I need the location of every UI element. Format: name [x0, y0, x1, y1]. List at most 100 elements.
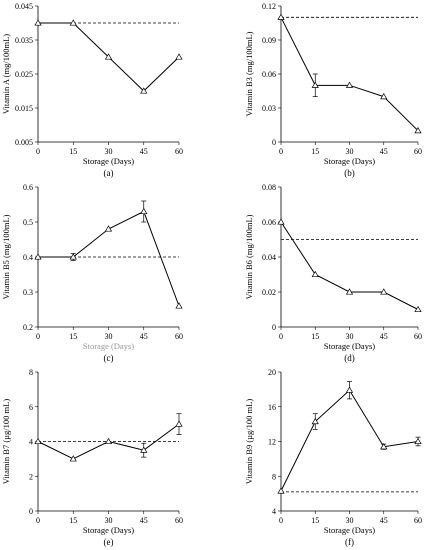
x-axis-label: Storage (Days)	[83, 341, 134, 351]
y-tick-label: 0.12	[262, 2, 276, 11]
data-point-marker	[34, 253, 42, 260]
data-point-marker	[34, 437, 42, 445]
x-axis-label: Storage (Days)	[324, 525, 375, 535]
x-tick-label: 30	[105, 147, 113, 156]
data-point-marker	[140, 207, 148, 215]
data-point-marker	[311, 417, 319, 425]
x-axis-label: Storage (Days)	[83, 156, 134, 166]
y-tick-label: 0.015	[15, 104, 33, 113]
x-tick-label: 45	[380, 516, 388, 525]
x-tick-label: 0	[279, 516, 283, 525]
data-point-marker	[345, 81, 354, 88]
y-axis-label: Vitamin B9 (µg/100 mL)	[244, 399, 254, 485]
data-point-marker	[175, 53, 183, 60]
x-tick-label: 0	[279, 147, 283, 156]
panel-label: (e)	[104, 537, 114, 547]
y-tick-label: 0.06	[262, 218, 276, 227]
x-tick-label: 60	[414, 332, 422, 341]
x-tick-label: 0	[36, 516, 40, 525]
x-tick-label: 60	[175, 332, 183, 341]
x-tick-label: 30	[346, 147, 354, 156]
data-point-marker	[69, 455, 77, 462]
x-axis-label: Storage (Days)	[324, 156, 375, 166]
data-point-marker	[104, 437, 113, 445]
data-point-marker	[414, 126, 422, 134]
y-tick-label: 4	[272, 507, 276, 516]
data-point-marker	[104, 53, 113, 60]
x-tick-label: 30	[346, 332, 354, 341]
y-tick-label: 0.005	[15, 138, 33, 147]
x-tick-label: 15	[311, 147, 319, 156]
y-tick-label: 8	[29, 368, 33, 377]
x-axis-label: Storage (Days)	[83, 525, 134, 535]
y-tick-label: 0	[272, 138, 276, 147]
y-tick-label: 0.035	[15, 36, 33, 45]
x-tick-label: 60	[414, 147, 422, 156]
x-tick-label: 0	[36, 332, 40, 341]
data-point-marker	[140, 87, 148, 94]
chart-panel-2: 0 0.03 0.06 0.09 0.12 0 15 30 45 60 Storage (Days)…	[244, 2, 422, 178]
data-point-marker	[311, 270, 319, 278]
y-tick-label: 0.5	[23, 218, 33, 227]
x-tick-label: 60	[175, 147, 183, 156]
x-tick-label: 30	[346, 516, 354, 525]
data-point-marker	[414, 305, 422, 313]
x-tick-label: 15	[69, 332, 77, 341]
y-tick-label: 2	[29, 472, 33, 481]
y-tick-label: 0.06	[262, 70, 276, 79]
y-tick-label: 0.03	[262, 104, 276, 113]
panel-label: (d)	[344, 353, 355, 363]
y-tick-label: 0.6	[23, 183, 33, 192]
y-tick-label: 0.09	[262, 36, 276, 45]
panel-label: (b)	[344, 168, 355, 178]
y-tick-label: 0.08	[262, 183, 276, 192]
y-tick-label: 0	[29, 507, 33, 516]
x-tick-label: 15	[311, 332, 319, 341]
x-tick-label: 60	[414, 516, 422, 525]
y-tick-label: 16	[268, 403, 276, 412]
data-point-marker	[277, 218, 285, 225]
data-point-marker	[277, 487, 285, 494]
series-line	[280, 389, 419, 492]
data-point-marker	[140, 446, 148, 453]
data-point-marker	[69, 253, 77, 260]
x-tick-label: 45	[380, 332, 388, 341]
x-tick-label: 15	[69, 516, 77, 525]
x-tick-label: 15	[311, 516, 319, 525]
y-tick-label: 0.02	[262, 288, 276, 297]
x-axis-label: Storage (Days)	[324, 341, 375, 351]
chart-panel-6: 4 8 12 16 20 0 15 30 45 60 Storage (Days) Vitamin B…	[244, 368, 422, 547]
chart-panel-3: 0.2 0.3 0.4 0.5 0.6 0 15 30 45 60 Storage (Days) Vi…	[1, 183, 183, 363]
y-tick-label: 0.4	[23, 253, 33, 262]
panel-label: (a)	[104, 168, 114, 178]
data-point-marker	[380, 288, 388, 295]
chart-panel-1: 0.005 0.015 0.025 0.035 0.045 0 15 30 45 60 Storag…	[1, 2, 183, 178]
series-line	[280, 221, 419, 310]
data-point-marker	[277, 13, 285, 20]
x-tick-label: 45	[140, 332, 148, 341]
data-point-marker	[414, 437, 422, 445]
y-tick-label: 0.025	[15, 70, 33, 79]
y-tick-label: 6	[29, 403, 33, 412]
y-tick-label: 8	[272, 472, 276, 481]
y-tick-label: 0.2	[23, 323, 33, 332]
data-point-marker	[175, 420, 183, 427]
y-axis-label: Vitamin B7 (µg/100 mL)	[1, 399, 11, 485]
data-point-marker	[34, 19, 42, 26]
y-tick-label: 4	[29, 438, 33, 447]
y-axis-label: Vitamin B5 (mg/100mL)	[1, 214, 11, 299]
y-tick-label: 0	[272, 323, 276, 332]
y-tick-label: 0.045	[15, 2, 33, 11]
y-axis-label: Vitamin A (mg/100mL)	[1, 34, 11, 114]
data-point-marker	[175, 302, 183, 309]
y-tick-label: 0.04	[262, 253, 276, 262]
data-point-marker	[311, 81, 319, 88]
chart-panel-5: 0 2 4 6 8 0 15 30 45 60 Storage (Days) Vitamin B7 (…	[1, 368, 183, 547]
y-axis-label: Vitamin B6 (mg/100mL)	[244, 214, 254, 299]
x-tick-label: 30	[105, 516, 113, 525]
y-tick-label: 20	[268, 368, 276, 377]
x-tick-label: 0	[36, 147, 40, 156]
x-tick-label: 0	[279, 332, 283, 341]
x-tick-label: 30	[105, 332, 113, 341]
